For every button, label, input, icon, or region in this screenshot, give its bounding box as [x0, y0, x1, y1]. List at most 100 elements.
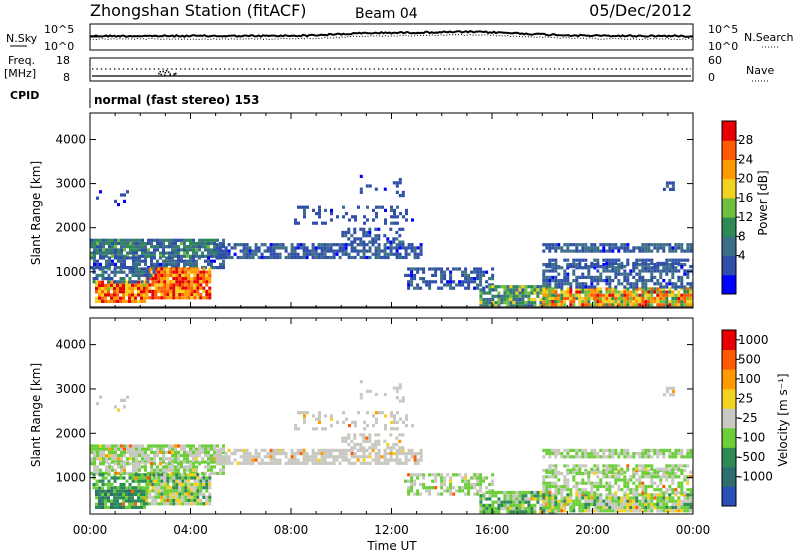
power-cell	[113, 299, 116, 303]
velocity-cell	[566, 496, 570, 500]
power-cell	[551, 243, 555, 247]
power-cell	[497, 285, 501, 289]
power-cell	[392, 240, 396, 244]
velocity-cell	[665, 491, 669, 495]
power-cell	[195, 254, 198, 258]
velocity-cell	[524, 500, 528, 504]
power-cell	[602, 246, 606, 250]
velocity-cell	[530, 510, 534, 514]
power-cell	[575, 282, 579, 286]
velocity-cell	[440, 486, 444, 490]
velocity-cell	[566, 468, 570, 472]
velocity-cell	[329, 448, 333, 452]
power-cell	[131, 283, 134, 287]
power-cell	[395, 243, 399, 247]
velocity-cell	[479, 507, 483, 511]
velocity-cell	[551, 472, 555, 476]
velocity-cell	[251, 461, 255, 465]
power-cell	[542, 249, 546, 253]
power-cell	[608, 261, 612, 265]
velocity-cell	[201, 450, 204, 454]
power-cell	[533, 291, 537, 295]
velocity-cell	[548, 470, 552, 474]
velocity-cell	[215, 455, 219, 459]
velocity-cell	[175, 486, 179, 490]
power-cell	[677, 261, 681, 265]
power-cell	[384, 208, 387, 212]
x-tick-label: 20:00	[575, 523, 610, 537]
velocity-cell	[338, 455, 342, 459]
velocity-cell	[554, 475, 558, 479]
velocity-cell	[184, 486, 188, 490]
velocity-cell	[196, 495, 200, 499]
velocity-cell	[551, 502, 555, 506]
velocity-cell	[107, 499, 110, 503]
velocity-cell	[163, 492, 167, 496]
velocity-cell	[602, 484, 606, 489]
velocity-cell	[626, 448, 630, 452]
power-cell	[175, 270, 179, 274]
velocity-cell	[581, 481, 585, 485]
colorbar-swatch	[722, 236, 736, 257]
power-cell	[671, 265, 675, 269]
velocity-cell	[196, 486, 200, 490]
power-cell	[590, 275, 594, 279]
velocity-cell	[551, 484, 555, 489]
velocity-cell	[509, 507, 513, 511]
power-cell	[614, 293, 618, 297]
power-cell	[575, 293, 579, 297]
velocity-cell	[184, 495, 188, 499]
velocity-cell	[302, 452, 306, 456]
power-cell	[374, 234, 378, 238]
velocity-cell	[248, 458, 252, 462]
power-cell	[192, 254, 195, 258]
velocity-cell	[560, 484, 564, 489]
power-cell	[686, 290, 690, 294]
velocity-cell	[563, 506, 567, 510]
velocity-cell	[659, 506, 663, 510]
power-cell	[590, 279, 594, 283]
power-cell	[377, 255, 381, 260]
velocity-cell	[102, 462, 105, 466]
velocity-cell	[137, 473, 141, 477]
velocity-cell	[647, 464, 651, 468]
velocity-cell	[581, 478, 585, 482]
power-cell	[99, 245, 102, 249]
power-cell	[551, 300, 555, 304]
velocity-cell	[344, 439, 348, 443]
power-cell	[105, 254, 108, 258]
velocity-cell	[126, 457, 129, 461]
velocity-cell	[190, 492, 194, 496]
power-cell	[440, 277, 444, 281]
velocity-cell	[623, 470, 627, 474]
velocity-cell	[199, 492, 203, 496]
power-cell	[326, 243, 330, 247]
velocity-cell	[593, 506, 597, 510]
velocity-cell	[503, 497, 507, 501]
velocity-cell	[545, 509, 549, 513]
velocity-cell	[464, 492, 468, 496]
velocity-cell	[405, 424, 408, 428]
power-cell	[183, 259, 186, 263]
velocity-cell	[617, 468, 621, 472]
velocity-cell	[530, 490, 534, 495]
velocity-cell	[222, 471, 225, 475]
velocity-cell	[395, 461, 399, 465]
power-cell	[190, 270, 194, 274]
power-cell	[128, 290, 131, 294]
velocity-cell	[416, 458, 420, 462]
velocity-cell	[407, 452, 411, 456]
colorbar-tick-label: 500	[738, 352, 761, 366]
velocity-cell	[377, 442, 381, 447]
power-cell	[410, 270, 414, 274]
power-cell	[512, 291, 516, 295]
velocity-cell	[119, 473, 123, 477]
power-cell	[145, 286, 149, 290]
velocity-cell	[218, 461, 222, 465]
power-cell	[196, 286, 200, 290]
velocity-cell	[168, 465, 171, 469]
velocity-cell	[590, 509, 594, 513]
velocity-cell	[245, 452, 249, 456]
power-cell	[674, 285, 678, 289]
